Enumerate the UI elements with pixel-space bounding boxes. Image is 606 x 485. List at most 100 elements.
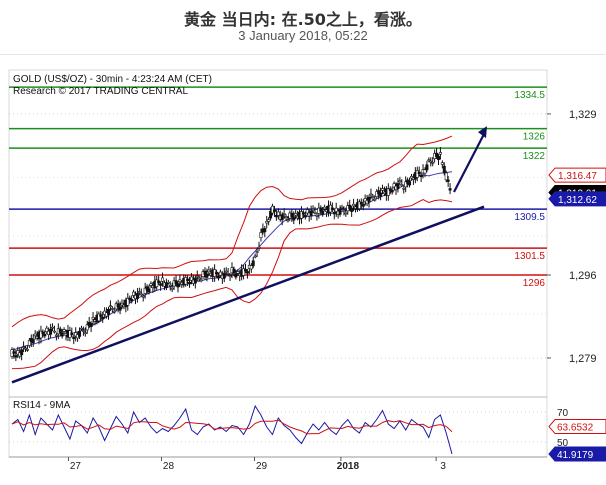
candle-body	[215, 271, 219, 275]
candle-body	[440, 162, 444, 165]
candle-body	[58, 328, 62, 333]
candle-body	[390, 190, 394, 193]
time-tick-label: 29	[256, 461, 268, 472]
level-label: 1334.5	[514, 90, 545, 101]
candle-body	[22, 346, 26, 349]
price-badge	[548, 191, 606, 207]
candle-body	[137, 291, 141, 293]
candle-body	[27, 340, 31, 346]
candle-body	[332, 211, 336, 215]
candle-body	[342, 209, 346, 212]
candle-body	[149, 283, 153, 286]
candle-body	[54, 334, 58, 337]
candle-body	[81, 330, 85, 332]
candle-body	[431, 162, 435, 164]
candle-body	[269, 210, 273, 219]
candle-body	[85, 324, 89, 331]
candle-body	[135, 293, 139, 299]
candle-body	[52, 330, 56, 333]
candle-body	[348, 204, 352, 209]
candle-body	[259, 232, 263, 238]
candle-body	[305, 209, 309, 214]
price-badges: 1,316.471,313.011,312.62	[548, 167, 606, 207]
candle-body	[444, 172, 448, 181]
candle-body	[33, 333, 37, 337]
candle-body	[166, 282, 170, 284]
candle-body	[108, 305, 112, 308]
candle-body	[294, 213, 298, 216]
candle-body	[402, 187, 406, 190]
candle-body	[338, 208, 342, 215]
time-tick-label: 3	[440, 461, 446, 472]
candle-body	[442, 165, 446, 174]
candle-body	[265, 220, 269, 224]
candle-body	[62, 329, 66, 332]
candle-body	[197, 277, 201, 280]
forecast-arrow-shaft	[453, 131, 486, 193]
candle-body	[245, 271, 249, 274]
candle-body	[249, 265, 253, 270]
candle-body	[126, 298, 130, 306]
candle-body	[379, 192, 383, 197]
candle-body	[309, 210, 313, 217]
candle-body	[45, 327, 49, 332]
level-label: 1301.5	[514, 251, 545, 262]
candle-body	[344, 212, 348, 215]
candle-body	[205, 273, 209, 278]
candle-body	[14, 355, 18, 358]
candle-body	[157, 280, 161, 283]
time-tick-label: 28	[163, 461, 175, 472]
rsi-panel: 50 70 63.6532 41.9179	[9, 404, 606, 462]
rsi-badge	[548, 446, 606, 462]
candle-body	[43, 333, 47, 337]
candle-body	[203, 270, 207, 275]
candle-body	[16, 350, 20, 355]
candle-body	[369, 193, 373, 196]
candle-body	[79, 327, 83, 330]
candle-body	[446, 179, 450, 182]
candle-body	[425, 164, 429, 171]
candle-body	[218, 271, 222, 276]
candle-body	[24, 347, 28, 350]
candle-body	[282, 213, 286, 215]
candle-body	[323, 206, 327, 210]
candle-body	[357, 201, 361, 209]
rsi-badge	[548, 419, 606, 435]
candle-body	[207, 269, 211, 273]
candle-body	[188, 281, 192, 285]
candle-body	[186, 278, 190, 281]
lower-band-line	[11, 199, 453, 370]
candle-body	[334, 207, 338, 212]
candle-body	[224, 270, 228, 273]
candle-body	[438, 152, 442, 155]
candle-body	[267, 219, 271, 222]
candle-body	[396, 183, 400, 189]
candle-body	[253, 255, 257, 258]
candle-body	[303, 215, 307, 218]
candle-body	[143, 287, 147, 294]
candle-body	[164, 282, 168, 288]
candle-body	[193, 277, 197, 284]
candle-body	[340, 206, 344, 209]
candle-body	[118, 306, 122, 311]
candle-body	[112, 310, 116, 313]
time-tick-label: 27	[70, 461, 82, 472]
candle-body	[408, 181, 412, 186]
candle-body	[263, 228, 267, 233]
candle-body	[417, 171, 421, 174]
candle-body	[315, 214, 319, 217]
candle-body	[178, 279, 182, 282]
candle-body	[280, 214, 284, 221]
price-tick-label: 1,296	[569, 270, 597, 282]
rsi-ma-line	[11, 419, 453, 435]
candle-body	[174, 280, 178, 285]
trendline-group	[11, 126, 487, 384]
candle-body	[290, 212, 294, 217]
trendline	[11, 205, 485, 384]
candle-body	[12, 351, 16, 354]
candle-body	[398, 180, 402, 183]
candle-body	[319, 207, 323, 212]
candle-body	[409, 176, 413, 179]
candle-body	[392, 183, 396, 188]
header-divider	[0, 54, 606, 55]
